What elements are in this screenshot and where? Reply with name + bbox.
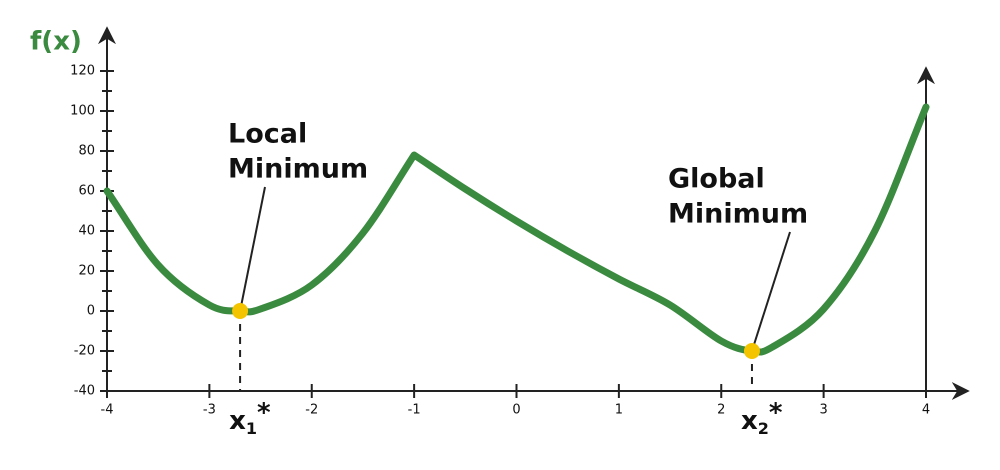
- annotation: Minimum: [668, 199, 808, 230]
- y-tick-label: 0: [87, 304, 95, 319]
- x-label-base: x: [741, 406, 758, 436]
- y-tick-label: 20: [78, 264, 95, 279]
- y-tick-label: 40: [78, 224, 95, 239]
- x-tick-label: -1: [408, 403, 421, 418]
- x-tick-label: 0: [512, 403, 520, 418]
- x-label-base: x: [229, 406, 246, 436]
- x-tick-label: 2: [717, 403, 725, 418]
- y-tick-label: 60: [78, 184, 95, 199]
- x-tick-label: 4: [922, 403, 930, 418]
- x-tick-label: 1: [615, 403, 623, 418]
- annotation: Local: [228, 119, 307, 150]
- y-tick-label: -20: [74, 344, 95, 359]
- x-label: x2*: [741, 398, 783, 438]
- pointer-line: [751, 231, 791, 352]
- x-label-sub: 2: [758, 419, 769, 438]
- minimum-point: [743, 343, 760, 359]
- y-tick-label: 80: [78, 144, 95, 159]
- annotation: Minimum: [228, 154, 368, 185]
- x-label: x1*: [229, 398, 271, 438]
- minimum-point: [232, 303, 249, 319]
- y-tick-label: 100: [70, 104, 95, 119]
- annotation: Global: [668, 164, 765, 195]
- x-tick-label: -4: [101, 403, 114, 418]
- x-tick-label: 3: [819, 403, 827, 418]
- x-label-sub: 1: [246, 419, 257, 438]
- pointer-line: [239, 186, 266, 312]
- y-tick-label: -40: [74, 384, 95, 399]
- x-tick-label: -2: [305, 403, 318, 418]
- x-label-star: *: [257, 398, 271, 428]
- y-tick-label: 120: [70, 64, 95, 79]
- y-axis-label: f(x): [30, 27, 82, 57]
- x-label-star: *: [769, 398, 783, 428]
- x-tick-label: -3: [203, 403, 216, 418]
